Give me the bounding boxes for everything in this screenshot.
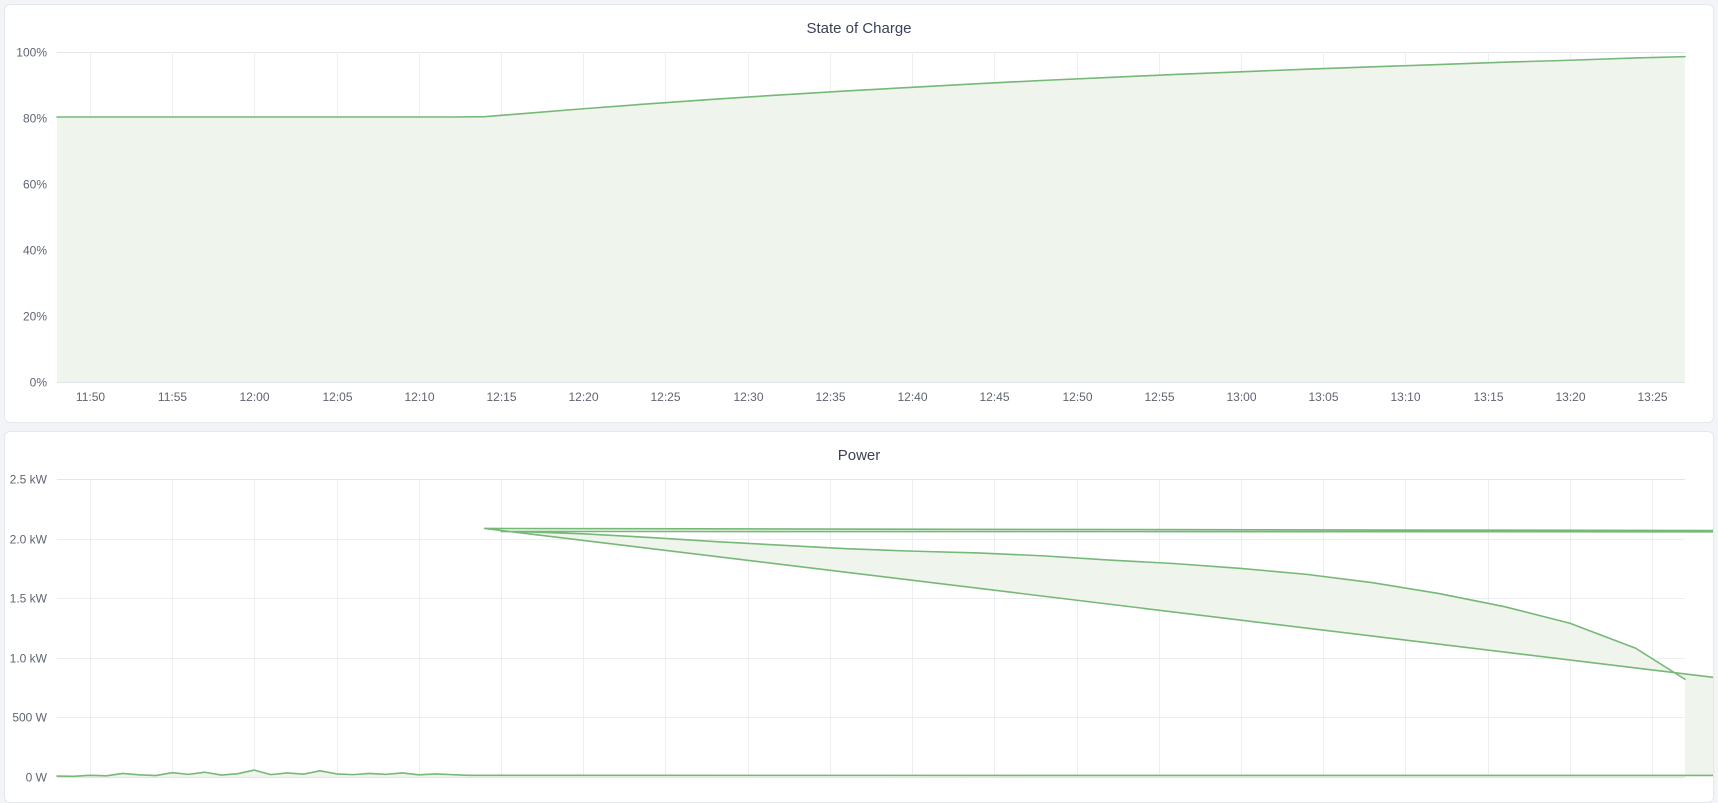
- y-axis-tick-label: 20%: [23, 310, 47, 324]
- y-axis-tick-label: 60%: [23, 178, 47, 192]
- chart-state-of-charge[interactable]: 0% 20% 40% 60% 80% 100% 11:50 11:55 12:00 12:05 12…: [5, 40, 1713, 420]
- panel-power: Power 0 W 500 W 1.0 kW 1.5 kW 2.0 kW 2.5 kW: [4, 431, 1714, 803]
- chart-svg-state-of-charge[interactable]: 0% 20% 40% 60% 80% 100% 11:50 11:55 12:00 12:05 12…: [5, 40, 1713, 420]
- x-axis-tick-label: 13:05: [1308, 390, 1338, 404]
- y-axis-tick-label: 1.0 kW: [10, 652, 48, 666]
- x-axis-tick-label: 13:15: [1473, 390, 1503, 404]
- x-axis-tick-label: 13:25: [1637, 390, 1667, 404]
- x-axis-tick-label: 12:25: [650, 390, 680, 404]
- x-axis-tick-label: 12:10: [404, 390, 434, 404]
- series-area-fill: [57, 56, 1685, 383]
- panel-title-state-of-charge: State of Charge: [806, 20, 912, 37]
- chart-power[interactable]: 0 W 500 W 1.0 kW 1.5 kW 2.0 kW 2.5 kW: [5, 467, 1713, 797]
- x-axis-tick-label: 12:30: [733, 390, 763, 404]
- series-area-fill: [57, 528, 1713, 777]
- x-axis-tick-label: 12:50: [1062, 390, 1092, 404]
- x-axis-tick-label: 11:50: [76, 390, 105, 404]
- series-line: [56, 527, 1713, 778]
- x-axis-tick-label: 12:55: [1144, 390, 1174, 404]
- x-axis-tick-label: 12:20: [568, 390, 598, 404]
- x-axis-tick-label: 13:00: [1226, 390, 1256, 404]
- x-axis-tick-label: 12:40: [897, 390, 927, 404]
- series-line: [56, 55, 1686, 118]
- y-axis-tick-label: 2.0 kW: [10, 533, 48, 547]
- x-axis-tick-label: 12:00: [239, 390, 269, 404]
- y-axis-tick-label: 2.5 kW: [10, 473, 48, 487]
- x-axis-tick-label: 12:45: [979, 390, 1009, 404]
- x-axis-tick-label: 12:15: [486, 390, 516, 404]
- y-axis-tick-label: 40%: [23, 244, 47, 258]
- y-axis-tick-label: 0%: [30, 376, 48, 390]
- panel-state-of-charge: State of Charge 0% 20% 40% 60% 80% 100% 11:50 1…: [4, 4, 1714, 423]
- y-axis-tick-label: 500 W: [12, 711, 47, 725]
- y-axis-tick-label: 80%: [23, 112, 47, 126]
- x-axis-tick-label: 12:05: [322, 390, 352, 404]
- x-axis-tick-label: 13:20: [1555, 390, 1585, 404]
- y-axis-tick-label: 0 W: [26, 771, 48, 785]
- panel-title-power: Power: [837, 447, 881, 464]
- x-axis-tick-label: 12:35: [815, 390, 845, 404]
- x-axis-tick-label: 13:10: [1390, 390, 1420, 404]
- chart-svg-power[interactable]: 0 W 500 W 1.0 kW 1.5 kW 2.0 kW 2.5 kW: [5, 467, 1713, 797]
- y-axis-tick-label: 1.5 kW: [10, 592, 48, 606]
- y-axis-tick-label: 100%: [16, 46, 47, 60]
- x-axis-tick-label: 11:55: [158, 390, 187, 404]
